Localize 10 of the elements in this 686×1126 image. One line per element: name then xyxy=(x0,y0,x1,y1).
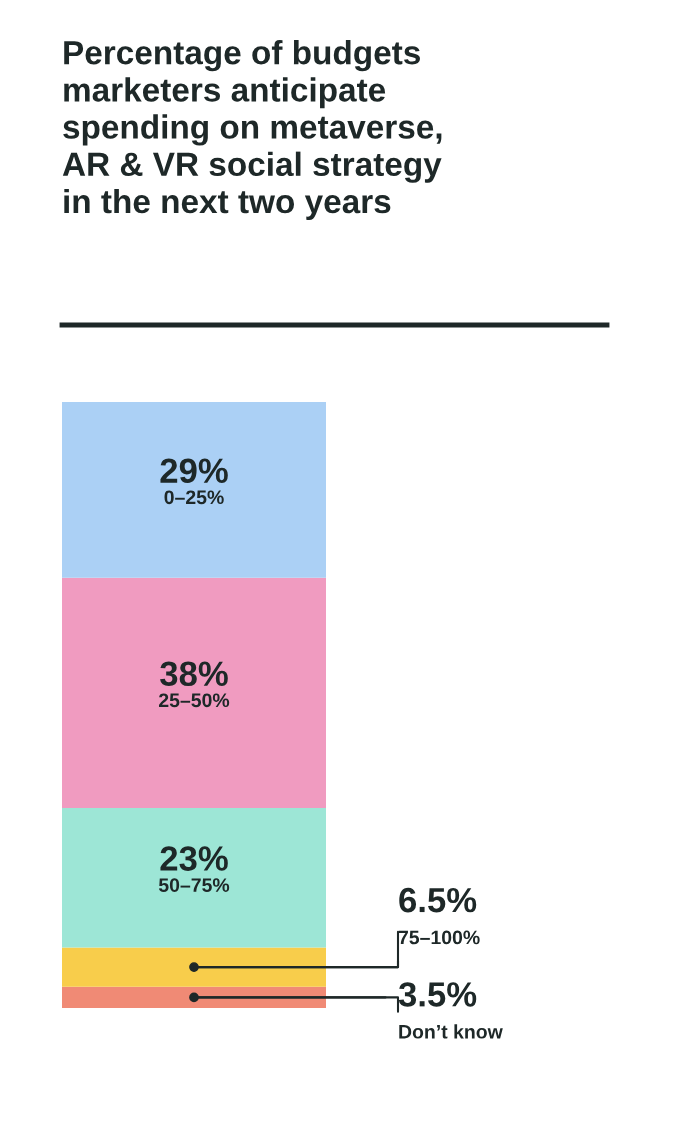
data-label: 38% xyxy=(160,661,228,687)
data-label: 23% xyxy=(160,846,228,871)
data-label: 6.5% xyxy=(399,887,477,913)
series-label: 0–25% xyxy=(164,490,224,505)
series-label: 25–50% xyxy=(159,693,230,708)
data-label: 3.5% xyxy=(398,982,477,1007)
series-label: 50–75% xyxy=(158,878,230,892)
text: Don’t know xyxy=(399,1024,503,1039)
data-label: 29% xyxy=(160,458,228,484)
chart-title: Percentage of budgets marketers anticipate spending on metaverse, AR & VR social strategy in the next two years xyxy=(62,40,442,220)
